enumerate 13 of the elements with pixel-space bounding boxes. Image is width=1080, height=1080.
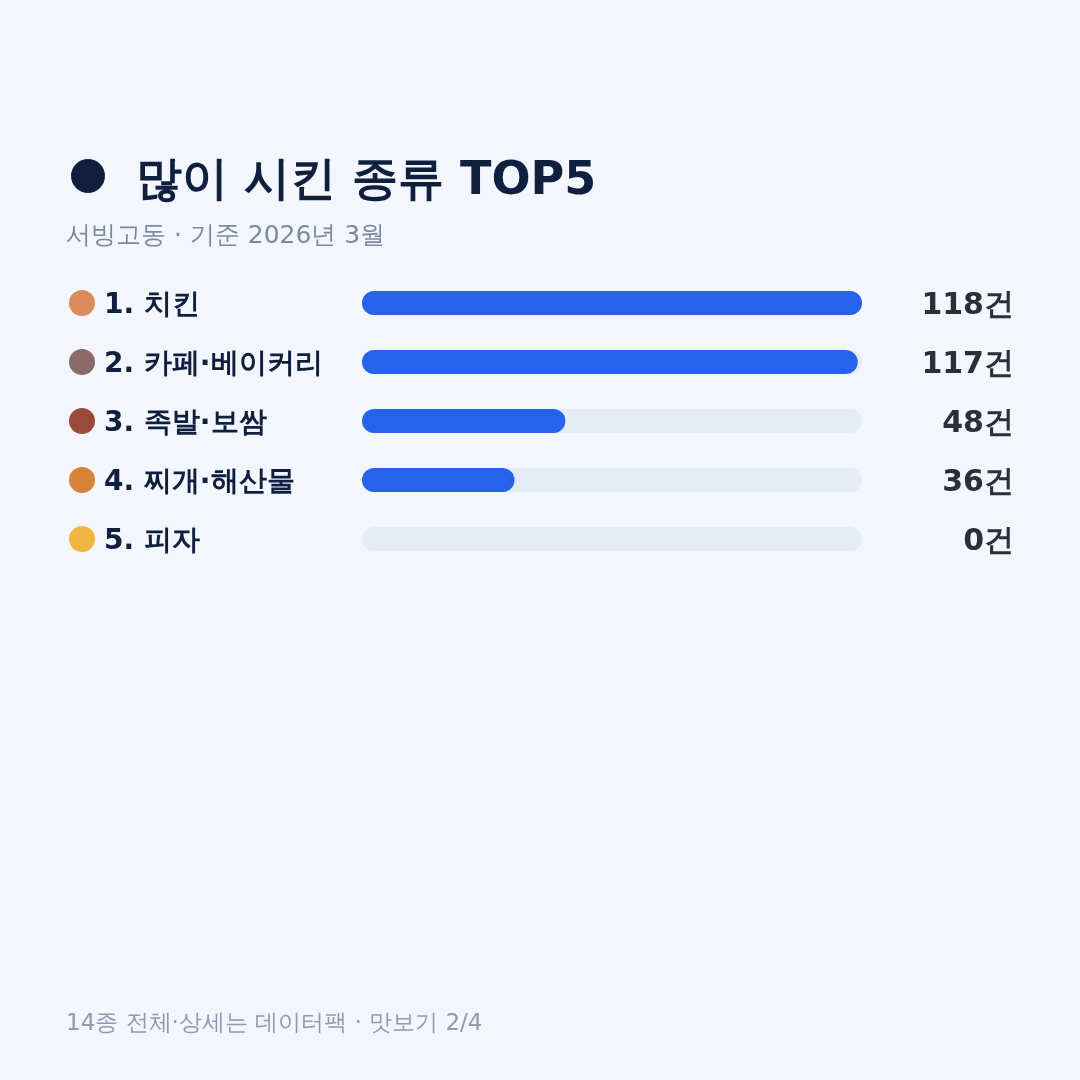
chart-subtitle: 서빙고동 · 기준 2026년 3월	[66, 220, 386, 249]
y-tick-label: 3. 족발·보쌈	[104, 405, 267, 438]
data-label: 48건	[942, 404, 1014, 439]
text: 14종 전체·상세는 데이터팩 · 맛보기 2/4	[66, 1009, 483, 1035]
data-label: 0건	[963, 522, 1014, 557]
y-tick-label: 1. 치킨	[104, 287, 200, 320]
y-tick-label: 2. 카페·베이커리	[104, 346, 323, 379]
chart-title: 많이 시킨 종류 TOP5	[136, 151, 597, 205]
y-tick-label: 5. 피자	[104, 523, 200, 556]
data-label: 36건	[942, 463, 1014, 498]
data-label: 118건	[921, 286, 1014, 321]
data-label: 117건	[921, 345, 1014, 380]
y-tick-label: 4. 찌개·해산물	[104, 464, 295, 497]
